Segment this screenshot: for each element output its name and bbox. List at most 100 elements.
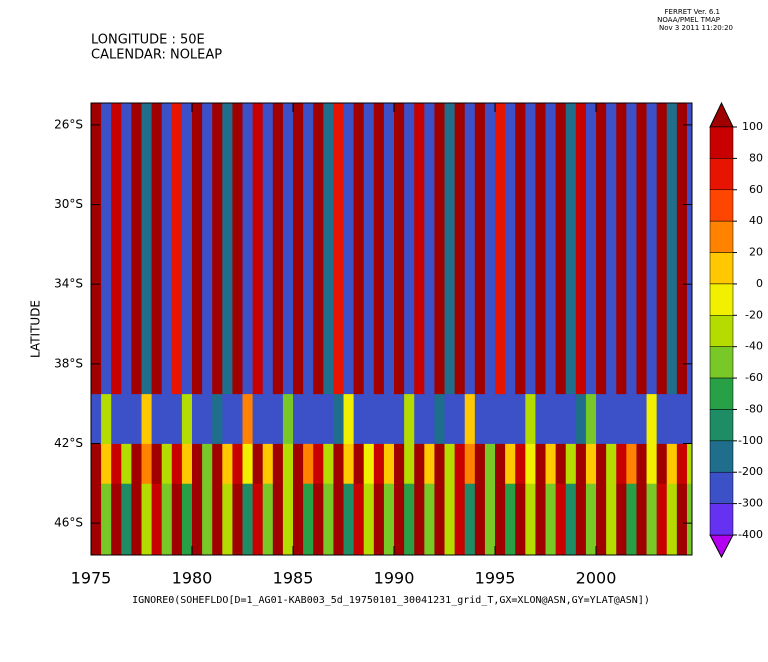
heat-cell <box>192 443 203 484</box>
heat-cell <box>91 483 102 556</box>
heat-cell <box>646 393 658 444</box>
y-tick-label: 38°S <box>54 356 83 370</box>
heat-cell <box>303 443 314 484</box>
heat-cell <box>353 103 365 395</box>
heat-cell <box>121 483 132 556</box>
heat-cell <box>434 103 445 395</box>
heat-cell <box>333 443 344 484</box>
heat-cell <box>323 393 334 444</box>
heat-cell <box>585 483 597 556</box>
heat-cell <box>171 393 183 444</box>
colorbar-label: 60 <box>749 183 763 196</box>
heat-cell <box>151 103 163 395</box>
heat-cell <box>676 103 688 395</box>
heat-cell <box>151 483 163 556</box>
heat-cell <box>606 103 617 395</box>
heat-cell <box>495 483 506 556</box>
heat-cell <box>444 483 456 556</box>
colorbar-label: 20 <box>749 246 763 259</box>
heat-cell <box>212 443 223 484</box>
heat-cell <box>232 103 243 395</box>
heat-cell <box>545 393 557 444</box>
y-axis-label: LATITUDE <box>29 300 43 358</box>
heat-cell <box>282 483 294 556</box>
heat-cell <box>232 393 243 444</box>
heat-cell <box>474 103 486 395</box>
heat-cell <box>91 393 102 444</box>
heat-cell <box>202 443 213 484</box>
colorbar-label: 80 <box>749 151 763 164</box>
colorbar-label: -400 <box>738 528 763 541</box>
heat-cell <box>131 483 142 556</box>
x-tick-label: 1995 <box>475 569 516 588</box>
stamp: FERRET Ver. 6.1 <box>665 8 720 16</box>
heat-cell <box>373 103 385 395</box>
heat-cell <box>424 393 435 444</box>
heat-cell <box>222 393 233 444</box>
heat-cell <box>282 393 294 444</box>
heat-cell <box>394 103 405 395</box>
colorbar-band <box>709 440 734 473</box>
heat-cell <box>666 393 678 444</box>
heat-cell <box>575 103 587 395</box>
heat-cell <box>575 483 587 556</box>
heat-cell <box>111 103 122 395</box>
heat-cell <box>192 483 203 556</box>
heat-cell <box>293 443 304 484</box>
heat-cell <box>343 483 355 556</box>
colorbar-band <box>709 503 734 536</box>
heat-cell <box>262 443 274 484</box>
heat-cell <box>242 393 254 444</box>
heat-cell <box>454 103 466 395</box>
heat-cell <box>293 393 304 444</box>
heat-cell <box>313 103 324 395</box>
heat-cell <box>303 393 314 444</box>
heat-cell <box>272 103 284 395</box>
heat-cell <box>484 443 496 484</box>
heat-cell <box>454 443 466 484</box>
heat-cell <box>636 483 647 556</box>
heat-cell <box>131 103 142 395</box>
colorbar-label: -300 <box>738 497 763 510</box>
stamp: NOAA/PMEL TMAP <box>657 16 720 24</box>
heat-cell <box>404 443 415 484</box>
plot-frame <box>90 102 693 556</box>
heat-cell <box>192 393 203 444</box>
heat-cell <box>495 443 506 484</box>
heat-cell <box>232 483 243 556</box>
heat-cell <box>495 393 506 444</box>
heat-cell <box>636 443 647 484</box>
heat-cell <box>242 483 254 556</box>
colorbar-label: 0 <box>756 277 763 290</box>
colorbar-band <box>709 252 734 285</box>
heat-cell <box>91 443 102 484</box>
heat-cell <box>444 103 456 395</box>
heat-cell <box>525 393 536 444</box>
stamp: Nov 3 2011 11:20:20 <box>659 24 733 32</box>
heat-cell <box>151 443 163 484</box>
colorbar-band <box>709 409 734 442</box>
x-axis-label: IGNORE0(SOHEFLDO[D=1_AG01-KAB003_5d_1975… <box>132 595 650 606</box>
heat-cell <box>161 483 173 556</box>
heat-cell <box>616 103 627 395</box>
heat-cell <box>171 443 183 484</box>
x-tick-label: 1980 <box>172 569 213 588</box>
heat-cell <box>161 103 173 395</box>
heat-cell <box>252 443 264 484</box>
heat-cell <box>565 393 577 444</box>
heat-cell <box>111 443 122 484</box>
colorbar-band <box>709 220 734 253</box>
heat-cell <box>606 483 617 556</box>
heat-cell <box>495 103 506 395</box>
heat-cell <box>394 483 405 556</box>
heat-cell <box>363 393 375 444</box>
heat-cell <box>313 483 324 556</box>
heat-cell <box>181 393 193 444</box>
heat-cell <box>545 103 557 395</box>
heat-cell <box>333 483 344 556</box>
heat-cell <box>505 483 516 556</box>
heat-cell <box>484 103 496 395</box>
heat-cell <box>656 103 668 395</box>
heat-cell <box>353 443 365 484</box>
heat-cell <box>555 103 567 395</box>
